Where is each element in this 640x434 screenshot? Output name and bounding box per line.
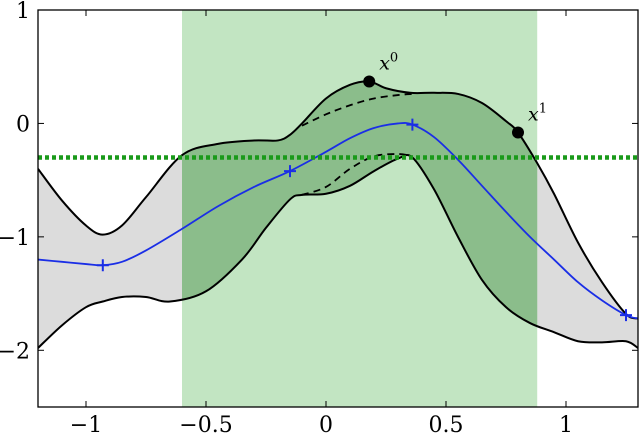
plot-frame [37, 9, 639, 408]
y-tick-label: 0 [16, 112, 30, 137]
y-tick-label: −2 [0, 339, 30, 364]
x-axis: −1 −0.5 0 0.5 1 [70, 10, 573, 434]
y-tick-label: 1 [16, 0, 30, 24]
x-tick-label: 1 [559, 413, 573, 434]
inner-upper-dashed [301, 93, 413, 127]
y-axis: 1 0 −1 −2 [0, 0, 638, 364]
observation-marker [620, 309, 632, 322]
labeled-point-dot [512, 126, 524, 139]
labeled-point-superscript: 1 [539, 102, 547, 117]
plot-content [38, 10, 638, 407]
lower-bound-line [38, 153, 638, 349]
x-tick-label: −1 [70, 413, 102, 434]
y-tick-label: −1 [0, 226, 30, 251]
mean-line [38, 122, 638, 320]
x-tick-label: 0 [319, 413, 333, 434]
labeled-point-label: x1 [528, 102, 547, 126]
labeled-point-dot [363, 75, 376, 88]
observation-marker [96, 259, 109, 272]
x-tick-label: 0.5 [429, 413, 464, 434]
observation-marker [406, 118, 419, 131]
observation-marker [284, 165, 296, 178]
labeled-point-superscript: 0 [390, 50, 398, 65]
x-tick-label: −0.5 [179, 413, 232, 434]
inner-lower-dashed [301, 153, 413, 196]
upper-bound-line [38, 80, 638, 320]
plot-area [37, 9, 639, 408]
band-region-overlap [182, 81, 538, 327]
